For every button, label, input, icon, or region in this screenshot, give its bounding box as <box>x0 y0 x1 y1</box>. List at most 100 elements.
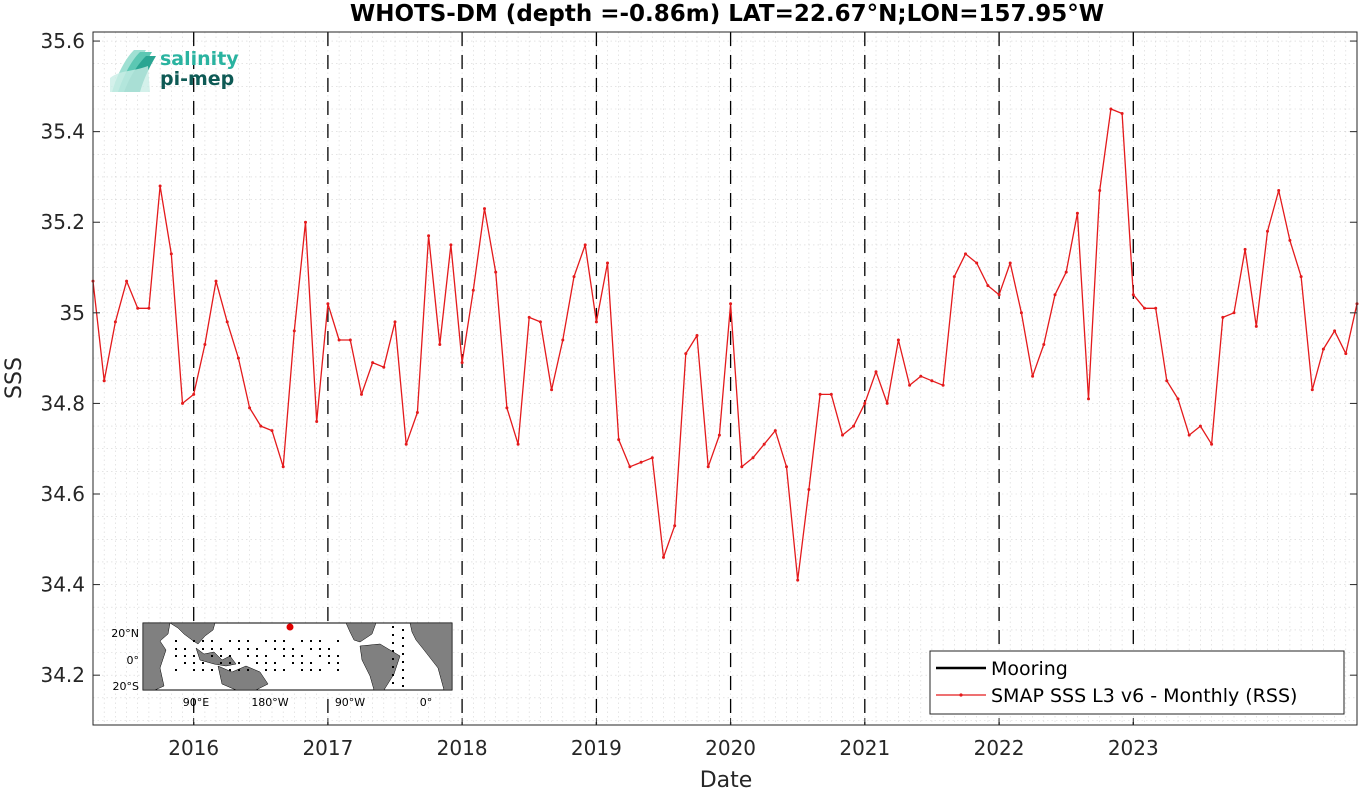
data-point <box>550 388 554 392</box>
data-point <box>438 343 442 346</box>
inset-mooring-dot <box>402 629 404 631</box>
data-point <box>1232 311 1236 315</box>
inset-mooring-dot <box>283 648 285 650</box>
data-point <box>158 184 162 188</box>
inset-mooring-dot <box>229 669 231 671</box>
inset-mooring-dot <box>283 655 285 657</box>
inset-map-land <box>142 622 453 691</box>
plot-area <box>91 31 1359 726</box>
data-point <box>315 420 319 423</box>
legend-marker-smap <box>959 693 963 697</box>
data-point <box>628 465 632 469</box>
inset-mooring-dot <box>274 648 276 650</box>
inset-mooring-dot <box>319 648 321 650</box>
data-point <box>762 442 766 446</box>
series-layer <box>91 107 1359 582</box>
y-tick-label: 34.6 <box>40 482 85 506</box>
data-point <box>113 320 117 324</box>
inset-mooring-dot <box>274 640 276 642</box>
y-axis-ticks: 34.2 34.4 34.6 34.8 35 35.2 35.4 35.6 <box>40 29 1357 687</box>
data-point <box>1198 424 1202 428</box>
inset-mooring-dot <box>265 640 267 642</box>
inset-mooring-dot <box>392 682 394 684</box>
inset-x-label-0: 0° <box>420 696 433 709</box>
inset-mooring-dot <box>337 669 339 671</box>
x-tick-label: 2021 <box>839 736 890 760</box>
inset-mooring-dot <box>292 655 294 657</box>
data-point <box>1321 347 1325 351</box>
inset-mooring-dot <box>238 669 240 671</box>
series-line-smap <box>92 108 1358 581</box>
logo-text-pimep: pi-mep <box>160 68 234 90</box>
data-point <box>1042 343 1046 346</box>
inset-mooring-dot <box>220 662 222 664</box>
inset-mooring-dot <box>301 640 303 642</box>
data-point <box>147 306 151 310</box>
inset-x-label-90w: 90°W <box>335 696 365 709</box>
inset-mooring-dot <box>292 648 294 650</box>
inset-map-location-marker <box>286 623 294 631</box>
data-point <box>415 411 419 414</box>
data-point <box>617 438 621 442</box>
data-point <box>1310 388 1314 392</box>
inset-mooring-dot <box>402 653 404 655</box>
inset-mooring-dot <box>202 669 204 671</box>
inset-map: 20°N 0° 20°S 90°E 180°W 90°W 0° <box>111 622 453 709</box>
inset-y-label-0: 0° <box>127 654 140 667</box>
data-point <box>829 392 833 396</box>
inset-mooring-dot <box>220 655 222 657</box>
data-point <box>1053 293 1057 297</box>
inset-mooring-dot <box>175 640 177 642</box>
data-point <box>360 392 363 396</box>
legend: Mooring SMAP SSS L3 v6 - Monthly (RSS) <box>929 650 1345 715</box>
data-point <box>1176 397 1180 401</box>
inset-mooring-dot <box>402 645 404 647</box>
x-tick-label: 2017 <box>302 736 353 760</box>
data-point <box>1210 442 1214 446</box>
data-point <box>818 392 822 396</box>
legend-label-mooring: Mooring <box>991 658 1068 680</box>
data-point <box>483 207 486 211</box>
data-point <box>896 338 900 342</box>
data-point <box>796 578 800 582</box>
data-point <box>1187 433 1191 437</box>
data-point <box>684 352 688 356</box>
data-point <box>1098 189 1102 192</box>
inset-mooring-dot <box>247 640 249 642</box>
logo-text-salinity: salinity <box>160 48 239 70</box>
data-point <box>471 288 475 292</box>
data-point <box>986 284 990 288</box>
inset-x-label-90e: 90°E <box>183 696 209 709</box>
data-point <box>460 361 464 365</box>
inset-mooring-dot <box>402 685 404 687</box>
data-point <box>292 329 296 333</box>
data-point <box>572 275 576 279</box>
inset-mooring-dot <box>193 662 195 664</box>
inset-mooring-dot <box>256 662 258 664</box>
inset-y-label-20n: 20°N <box>111 627 139 640</box>
inset-mooring-dot <box>184 655 186 657</box>
inset-mooring-dot <box>175 655 177 657</box>
inset-mooring-dot <box>229 640 231 642</box>
inset-mooring-dot <box>328 648 330 650</box>
inset-mooring-dot <box>392 642 394 644</box>
inset-mooring-dot <box>328 655 330 657</box>
inset-map-mooring-dots <box>175 626 404 687</box>
data-point <box>863 401 867 405</box>
data-point <box>1254 324 1258 328</box>
inset-mooring-dot <box>402 661 404 663</box>
inset-mooring-dot <box>392 650 394 652</box>
legend-box <box>929 650 1345 715</box>
inset-mooring-dot <box>337 655 339 657</box>
data-point <box>393 320 397 324</box>
data-point <box>1333 329 1337 333</box>
inset-mooring-dot <box>247 655 249 657</box>
inset-mooring-dot <box>193 669 195 671</box>
data-point <box>1031 374 1035 378</box>
inset-mooring-dot <box>193 655 195 657</box>
data-point <box>1019 311 1023 315</box>
inset-mooring-dot <box>274 669 276 671</box>
inset-mooring-dot <box>301 655 303 657</box>
inset-mooring-dot <box>202 640 204 642</box>
data-point <box>371 361 375 365</box>
